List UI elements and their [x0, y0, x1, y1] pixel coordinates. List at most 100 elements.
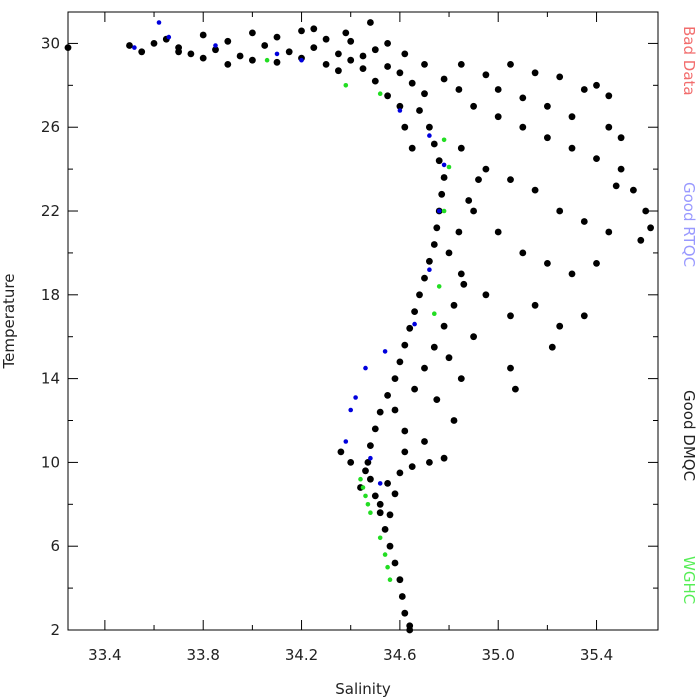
point-good-dmqc [556, 207, 564, 215]
point-good-dmqc [544, 102, 551, 110]
point-good-dmqc [637, 236, 645, 244]
point-good-dmqc [401, 427, 409, 435]
point-good-dmqc [433, 396, 441, 403]
point-good-dmqc [322, 35, 330, 43]
x-tick-label: 33.4 [88, 646, 121, 664]
point-good-rtqc [166, 34, 172, 40]
point-wghc [446, 164, 452, 170]
point-good-dmqc [371, 46, 379, 54]
point-good-rtqc [377, 481, 383, 486]
point-good-rtqc [353, 395, 358, 400]
point-good-dmqc [416, 107, 423, 114]
point-good-dmqc [411, 308, 418, 315]
legend-label-bad-data: Bad Data [680, 26, 698, 96]
point-wghc [385, 564, 390, 570]
point-good-rtqc [441, 162, 447, 168]
point-good-dmqc [364, 459, 372, 466]
point-wghc [365, 502, 371, 507]
point-good-dmqc [642, 207, 650, 215]
point-good-dmqc [475, 176, 482, 184]
point-good-dmqc [401, 123, 409, 131]
point-good-dmqc [150, 40, 158, 47]
point-good-dmqc [421, 90, 428, 98]
point-good-dmqc [438, 190, 446, 198]
point-good-rtqc [363, 365, 368, 371]
point-wghc [363, 493, 368, 499]
y-tick-label: 14 [41, 370, 60, 388]
point-good-dmqc [430, 241, 438, 248]
point-good-dmqc [401, 609, 409, 617]
point-wghc [358, 476, 363, 482]
point-good-dmqc [568, 113, 576, 121]
y-tick-label: 30 [41, 34, 60, 52]
point-good-rtqc [274, 51, 280, 57]
point-good-dmqc [519, 94, 527, 102]
point-good-dmqc [617, 165, 625, 173]
point-wghc [382, 552, 388, 557]
point-good-dmqc [470, 102, 477, 110]
point-good-dmqc [482, 71, 490, 79]
point-good-dmqc [396, 69, 404, 77]
point-good-dmqc [391, 406, 399, 414]
point-good-dmqc [64, 44, 72, 51]
point-good-dmqc [396, 469, 404, 477]
point-good-dmqc [384, 40, 391, 47]
point-good-dmqc [605, 123, 613, 131]
point-good-dmqc [408, 463, 416, 470]
point-good-dmqc [435, 157, 443, 165]
point-good-dmqc [455, 228, 463, 236]
point-good-dmqc [568, 144, 576, 152]
point-good-dmqc [421, 364, 428, 372]
point-good-dmqc [322, 61, 330, 68]
point-good-dmqc [212, 46, 219, 54]
point-good-dmqc [568, 270, 576, 278]
point-good-dmqc [531, 186, 539, 194]
point-good-dmqc [519, 249, 527, 257]
point-good-dmqc [337, 448, 345, 456]
point-good-dmqc [261, 42, 269, 49]
point-good-dmqc [367, 442, 374, 449]
point-good-dmqc [450, 301, 458, 309]
point-good-dmqc [408, 144, 416, 152]
x-tick-label: 35.0 [482, 646, 515, 664]
point-good-dmqc [175, 48, 183, 56]
y-tick-label: 6 [50, 537, 60, 555]
point-wghc [432, 311, 437, 317]
point-good-dmqc [249, 29, 256, 37]
point-good-dmqc [342, 29, 350, 37]
point-good-dmqc [224, 61, 232, 68]
point-good-dmqc [421, 274, 428, 282]
point-good-rtqc [397, 108, 403, 113]
point-good-dmqc [430, 343, 438, 351]
data-points-group [64, 19, 654, 634]
point-good-dmqc [367, 19, 374, 26]
point-good-dmqc [556, 322, 564, 330]
point-good-dmqc [384, 480, 391, 487]
point-good-dmqc [396, 102, 404, 110]
point-good-rtqc [368, 455, 373, 461]
x-axis-title: Salinity [335, 680, 391, 698]
point-good-dmqc [384, 63, 391, 70]
point-good-dmqc [401, 448, 409, 456]
point-good-dmqc [384, 392, 391, 399]
point-good-dmqc [359, 65, 367, 72]
point-good-dmqc [362, 467, 369, 475]
point-good-dmqc [548, 343, 556, 351]
point-good-dmqc [371, 492, 379, 500]
point-good-dmqc [507, 312, 514, 320]
point-good-dmqc [376, 408, 384, 416]
point-good-dmqc [544, 260, 551, 267]
point-good-dmqc [494, 86, 502, 93]
point-good-dmqc [391, 559, 399, 567]
legend: Bad Data Good RTQC Good DMQC WGHC [680, 26, 698, 604]
point-good-dmqc [494, 113, 502, 121]
point-good-dmqc [398, 593, 406, 600]
y-tick-label: 10 [41, 453, 60, 471]
point-wghc [387, 577, 393, 582]
point-good-dmqc [556, 73, 564, 81]
point-good-dmqc [421, 61, 428, 68]
point-good-dmqc [401, 50, 409, 58]
point-good-dmqc [406, 324, 414, 332]
